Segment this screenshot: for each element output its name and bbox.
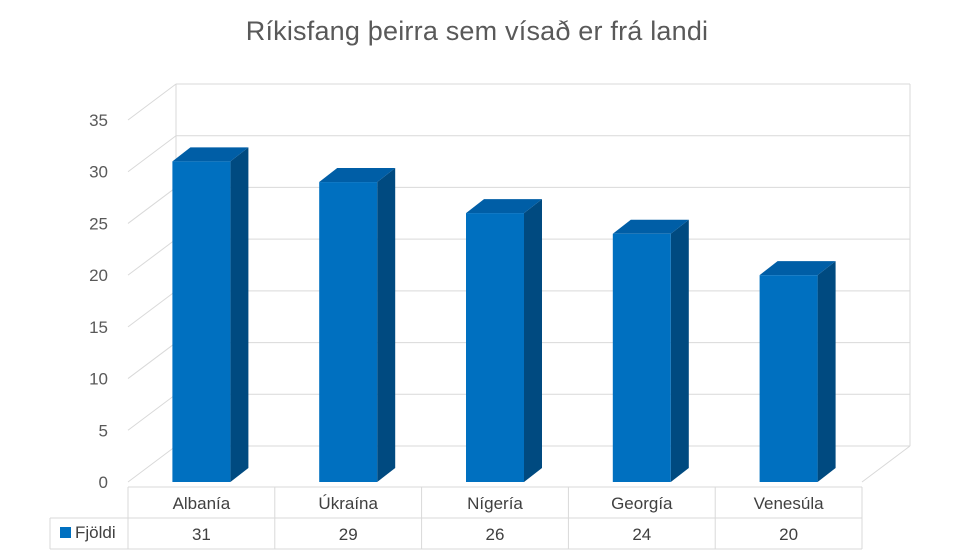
- gridline-side: [127, 445, 177, 483]
- gridline-side: [127, 290, 177, 328]
- y-tick-label: 5: [99, 421, 108, 440]
- gridline-side: [127, 187, 177, 224]
- bar: [759, 261, 836, 482]
- y-tick-label: 15: [89, 318, 108, 337]
- gridline-side: [127, 393, 177, 431]
- y-tick-label: 30: [89, 163, 108, 182]
- bar-top: [319, 168, 396, 183]
- bar: [466, 199, 542, 483]
- bar-front: [319, 182, 378, 483]
- bar-side: [670, 219, 689, 482]
- bar: [319, 168, 396, 483]
- bars: [172, 147, 836, 483]
- y-tick-label: 20: [89, 266, 108, 285]
- y-axis: 0 5 10 15 20 25 30 35: [89, 111, 108, 492]
- bar: [172, 147, 249, 482]
- bar-side: [817, 261, 836, 482]
- bar-front: [172, 161, 231, 482]
- legend-swatch: [60, 527, 71, 538]
- x-category-label: Úkraína: [318, 494, 378, 513]
- y-tick-label: 0: [99, 473, 108, 492]
- bar-front: [466, 213, 524, 483]
- bar-top: [466, 199, 542, 214]
- bar: [612, 219, 689, 482]
- legend-label: Fjöldi: [75, 523, 116, 542]
- data-label: 24: [632, 525, 651, 544]
- data-label: 29: [339, 525, 358, 544]
- bar-top: [759, 261, 836, 276]
- x-category-label: Albanía: [173, 494, 231, 513]
- y-tick-label: 25: [89, 214, 108, 233]
- bar-front: [759, 275, 818, 482]
- data-label: 31: [192, 525, 211, 544]
- gridline-side: [127, 83, 177, 121]
- data-label: 26: [486, 525, 505, 544]
- gridlines: [127, 83, 911, 483]
- y-tick-label: 35: [89, 111, 108, 130]
- floor-edge: [861, 445, 911, 483]
- chart-title: Ríkisfang þeirra sem vísað er frá landi: [245, 16, 709, 46]
- data-label: 20: [779, 525, 798, 544]
- x-category-label: Nígería: [467, 494, 523, 513]
- bar-front: [612, 233, 671, 482]
- bar-top: [172, 147, 249, 162]
- data-table: Albanía 31 Úkraína 29 Nígería 26 Georgía 24 Vene…: [49, 486, 863, 550]
- y-tick-label: 10: [89, 370, 108, 389]
- bar-side: [377, 168, 396, 483]
- bar-top: [612, 219, 689, 234]
- gridline-side: [127, 238, 177, 276]
- x-category-label: Venesúla: [754, 494, 824, 513]
- gridline-side: [127, 135, 177, 173]
- gridline-side: [127, 342, 177, 379]
- bar-side: [230, 147, 249, 482]
- x-category-label: Georgía: [611, 494, 673, 513]
- bar-side: [524, 199, 542, 483]
